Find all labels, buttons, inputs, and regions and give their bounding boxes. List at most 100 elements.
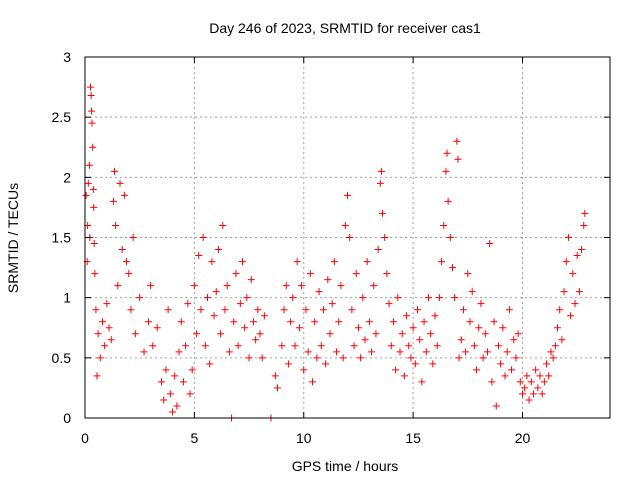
data-point — [243, 294, 251, 302]
data-point — [416, 336, 424, 344]
data-point — [540, 378, 548, 386]
data-point — [214, 246, 222, 254]
data-point — [247, 276, 255, 284]
data-point — [90, 203, 98, 211]
data-point — [558, 336, 566, 344]
data-point — [424, 294, 432, 302]
data-point — [571, 300, 579, 308]
data-point — [363, 258, 371, 266]
data-point — [481, 330, 489, 338]
data-point — [136, 294, 144, 302]
data-point — [282, 282, 290, 290]
data-point — [201, 342, 209, 350]
y-tick-label: 2.5 — [52, 109, 72, 125]
data-point — [573, 252, 581, 260]
y-tick-label: 0 — [63, 410, 71, 426]
data-point — [153, 324, 161, 332]
data-point — [111, 167, 119, 175]
data-point — [84, 179, 92, 187]
y-tick-label: 0.5 — [52, 350, 72, 366]
x-tick-label: 15 — [405, 430, 421, 446]
data-point — [118, 246, 126, 254]
data-point — [521, 384, 529, 392]
data-point — [103, 300, 111, 308]
data-point — [455, 354, 463, 362]
data-point — [494, 342, 502, 350]
data-point — [112, 221, 120, 229]
data-point — [525, 396, 533, 404]
data-point — [221, 306, 229, 314]
data-point — [538, 390, 546, 398]
data-point — [186, 390, 194, 398]
data-point — [324, 276, 332, 284]
data-point — [427, 330, 435, 338]
data-point — [431, 312, 439, 320]
data-point — [514, 330, 522, 338]
data-point — [564, 234, 572, 241]
data-point — [529, 390, 537, 398]
data-point — [545, 372, 553, 380]
data-point — [337, 282, 345, 290]
data-point — [252, 336, 260, 344]
data-point — [239, 258, 246, 266]
y-tick-label: 1 — [63, 290, 71, 306]
data-point — [468, 288, 476, 296]
data-point — [335, 318, 343, 326]
data-point — [322, 360, 330, 368]
data-point — [162, 366, 170, 374]
data-point — [501, 372, 509, 380]
data-point — [490, 318, 498, 326]
data-point — [206, 360, 214, 368]
tick-layer: 0 0.5 1 1.5 2 2.5 3 0 5 10 15 20 — [52, 49, 610, 446]
data-point — [454, 155, 462, 163]
data-point — [293, 258, 301, 266]
data-point — [208, 258, 216, 266]
data-point — [442, 167, 450, 175]
data-point — [225, 348, 233, 356]
data-point — [385, 300, 393, 308]
data-point — [339, 354, 347, 362]
data-point — [396, 348, 404, 356]
data-point — [361, 336, 369, 344]
data-point — [422, 348, 430, 356]
data-point — [197, 306, 205, 314]
data-point — [578, 246, 586, 254]
data-point — [315, 288, 323, 296]
data-point — [82, 191, 90, 199]
data-point — [549, 354, 557, 362]
data-point — [212, 288, 220, 296]
data-point — [418, 378, 426, 386]
data-point — [223, 282, 231, 290]
data-point — [278, 342, 286, 350]
data-point — [116, 179, 124, 187]
data-point — [562, 258, 570, 266]
data-point — [241, 324, 249, 332]
data-point — [374, 246, 382, 254]
data-point — [462, 348, 470, 356]
data-point — [508, 366, 516, 374]
data-point — [131, 330, 139, 338]
data-point — [556, 306, 564, 314]
data-point — [99, 318, 106, 326]
data-point — [475, 324, 483, 332]
data-point — [435, 294, 443, 302]
data-point — [569, 270, 577, 278]
data-point — [346, 234, 354, 241]
data-point — [398, 330, 406, 338]
data-point — [109, 197, 117, 205]
data-point — [479, 354, 487, 362]
x-axis-label: GPS time / hours — [292, 458, 399, 474]
data-point — [127, 306, 135, 314]
data-point — [114, 282, 122, 290]
data-point — [300, 366, 308, 374]
data-point — [464, 270, 472, 278]
data-point — [387, 342, 395, 350]
data-point — [567, 312, 575, 320]
x-tick-label: 20 — [515, 430, 531, 446]
data-point — [256, 330, 264, 338]
data-point — [147, 282, 155, 290]
data-point — [505, 306, 513, 314]
data-point — [516, 378, 524, 386]
data-point — [86, 83, 94, 91]
data-point — [193, 330, 201, 338]
